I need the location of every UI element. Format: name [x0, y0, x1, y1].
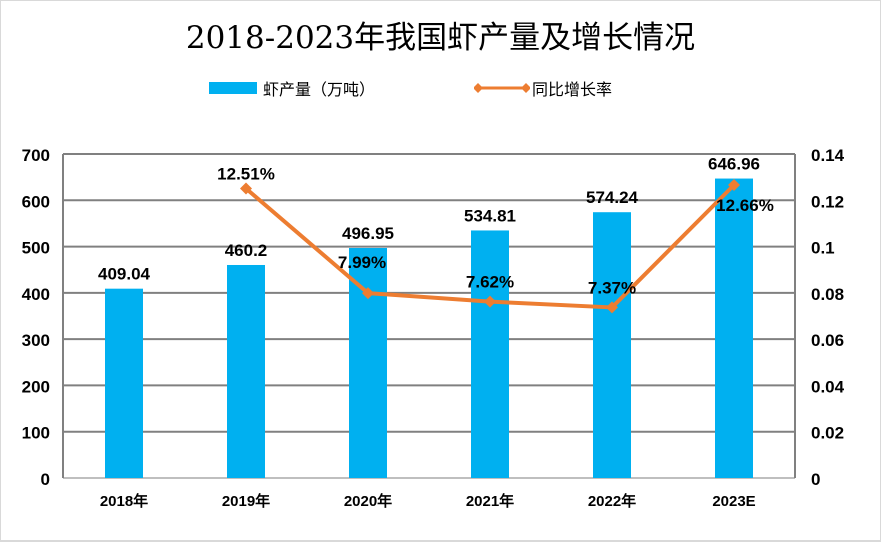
line-marker	[728, 179, 740, 192]
x-tick-label: 2020年	[344, 492, 392, 510]
legend-diamond-marker	[474, 83, 483, 93]
data-labels: 409.04 460.2 496.95 534.81 574.24 646.96 12.51…	[98, 155, 774, 298]
y-right-tick-label: 0.12	[811, 192, 844, 211]
axes: 0 100 200 300 400 500 600 700 0 0.02 0.04 0.06 0.08 0…	[22, 146, 845, 510]
line-marker	[240, 182, 252, 195]
legend-label-production: 虾产量（万吨）	[263, 80, 376, 99]
y-right-tick-label: 0.04	[811, 377, 845, 396]
legend-swatch-line	[474, 83, 530, 93]
y-left-tick-label: 600	[22, 192, 50, 211]
y-right-tick-label: 0	[811, 470, 820, 489]
line-marker	[484, 295, 496, 308]
legend-item-growth[interactable]: 同比增长率	[474, 77, 612, 99]
line-data-label: 12.51%	[217, 164, 275, 183]
line-data-label: 7.99%	[338, 253, 386, 272]
bar-data-label: 409.04	[98, 265, 151, 284]
legend-item-production[interactable]: 虾产量（万吨）	[209, 77, 375, 99]
line-marker	[606, 301, 618, 314]
y-right-tick-label: 0.08	[811, 285, 844, 304]
gridlines	[63, 153, 795, 479]
y-left-tick-label: 200	[22, 377, 50, 396]
bar-series	[105, 178, 753, 479]
x-tick-label: 2019年	[222, 492, 270, 510]
y-left-tick-label: 0	[41, 470, 50, 489]
y-right-tick-label: 0.02	[811, 424, 844, 443]
bar	[105, 288, 143, 478]
y-left-tick-label: 500	[22, 239, 50, 258]
x-tick-label: 2023E	[712, 493, 755, 510]
bar-data-label: 534.81	[464, 206, 516, 225]
line-data-label: 7.37%	[588, 278, 636, 297]
bar	[349, 247, 387, 478]
x-tick-label: 2021年	[466, 492, 514, 510]
y-right-tick-label: 0.06	[811, 331, 844, 350]
legend: 虾产量（万吨） 同比增长率	[0, 77, 881, 99]
y-right-tick-label: 0.14	[811, 146, 845, 165]
y-left-tick-label: 700	[22, 146, 50, 165]
bar	[227, 264, 265, 478]
bar-data-label: 646.96	[708, 155, 760, 174]
x-tick-label: 2022年	[588, 492, 636, 510]
line-series	[240, 179, 740, 314]
legend-label-growth: 同比增长率	[532, 80, 613, 99]
line-data-label: 12.66%	[716, 196, 774, 215]
bar	[593, 212, 631, 478]
legend-swatch-bar	[209, 82, 257, 94]
x-tick-label: 2018年	[100, 492, 148, 510]
legend-diamond-marker	[521, 83, 530, 93]
bar	[715, 178, 753, 479]
line-marker	[362, 287, 374, 300]
bar-data-label: 460.2	[225, 241, 268, 260]
y-left-tick-label: 100	[22, 424, 50, 443]
bar-data-label: 574.24	[586, 188, 639, 207]
bar-data-label: 496.95	[342, 224, 394, 243]
y-left-tick-label: 300	[22, 331, 50, 350]
bar	[471, 230, 509, 478]
y-left-tick-label: 400	[22, 285, 50, 304]
line-data-label: 7.62%	[466, 273, 514, 292]
chart-title: 2018-2023年我国虾产量及增长情况	[185, 20, 696, 56]
y-right-tick-label: 0.1	[811, 239, 835, 258]
